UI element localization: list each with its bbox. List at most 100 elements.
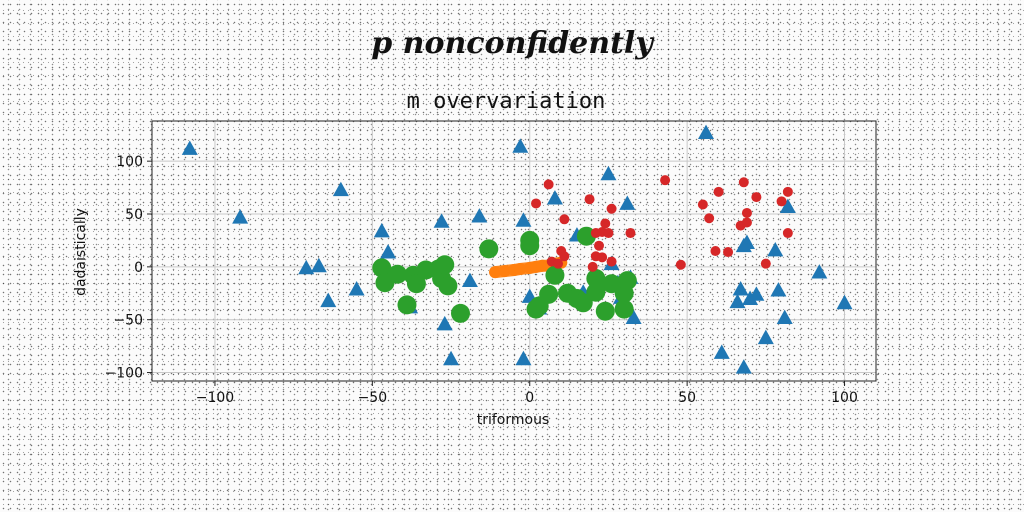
data-point bbox=[811, 264, 828, 279]
data-point bbox=[514, 262, 527, 275]
data-point bbox=[710, 246, 721, 256]
data-point bbox=[625, 228, 636, 239]
data-point bbox=[531, 198, 542, 209]
y-tick-label: 100 bbox=[116, 154, 143, 170]
data-point bbox=[489, 266, 502, 279]
data-point bbox=[181, 140, 198, 155]
data-point bbox=[559, 214, 570, 225]
x-tick-label: 0 bbox=[525, 390, 534, 406]
data-point bbox=[232, 209, 249, 224]
data-point bbox=[584, 194, 595, 205]
data-point bbox=[732, 281, 749, 296]
data-point bbox=[573, 293, 593, 313]
data-point bbox=[332, 181, 349, 197]
data-point bbox=[760, 258, 771, 269]
data-point bbox=[586, 268, 606, 288]
data-point bbox=[614, 299, 634, 319]
x-tick-label: −100 bbox=[196, 390, 234, 406]
x-tick-label: −50 bbox=[358, 390, 388, 406]
data-point bbox=[625, 309, 642, 324]
data-point bbox=[738, 177, 749, 188]
data-point bbox=[606, 256, 617, 267]
x-tick-label: 100 bbox=[831, 390, 858, 406]
data-point bbox=[450, 303, 470, 323]
data-point bbox=[713, 344, 730, 359]
data-point bbox=[606, 203, 617, 214]
data-point bbox=[433, 213, 450, 228]
data-point bbox=[738, 234, 755, 249]
data-point bbox=[479, 239, 499, 259]
data-point bbox=[520, 236, 540, 256]
x-tick-label: 50 bbox=[678, 390, 696, 406]
series-0 bbox=[181, 124, 853, 374]
chart-title: m overvariation bbox=[407, 89, 606, 114]
data-point bbox=[546, 190, 563, 205]
data-point bbox=[757, 329, 774, 345]
figure-suptitle: p nonconfidently bbox=[371, 26, 653, 61]
data-point bbox=[767, 241, 784, 257]
data-point bbox=[515, 212, 532, 227]
data-point bbox=[373, 222, 390, 238]
data-point bbox=[543, 179, 554, 190]
y-tick-label: 0 bbox=[134, 260, 143, 276]
data-point bbox=[372, 258, 392, 278]
data-point bbox=[545, 265, 565, 285]
data-point bbox=[776, 309, 793, 324]
data-point bbox=[723, 247, 734, 258]
y-tick-label: −50 bbox=[113, 313, 143, 329]
data-point bbox=[438, 276, 458, 296]
data-point bbox=[310, 257, 327, 273]
data-point bbox=[713, 186, 724, 197]
data-point bbox=[515, 350, 532, 366]
y-axis-label: dadaistically bbox=[73, 208, 89, 296]
plot-frame bbox=[151, 120, 877, 382]
data-point bbox=[697, 199, 708, 210]
data-point bbox=[559, 251, 570, 262]
axis-ticks: −100 −50 0 50 100 −100 −50 0 50 100 bbox=[105, 154, 858, 406]
data-point bbox=[388, 264, 408, 284]
data-point bbox=[471, 208, 488, 223]
data-point bbox=[698, 124, 715, 140]
data-point bbox=[748, 286, 765, 301]
data-point bbox=[617, 271, 637, 291]
data-point bbox=[593, 240, 604, 251]
data-point bbox=[704, 213, 715, 224]
x-axis-label: triformous bbox=[477, 412, 550, 428]
data-point bbox=[498, 265, 511, 278]
data-points bbox=[181, 124, 853, 374]
data-point bbox=[782, 228, 793, 239]
data-point bbox=[779, 198, 796, 214]
data-point bbox=[435, 255, 455, 275]
data-point bbox=[553, 258, 564, 269]
data-point bbox=[348, 281, 365, 296]
data-point bbox=[735, 359, 752, 374]
data-point bbox=[512, 138, 529, 153]
data-point bbox=[660, 175, 671, 186]
data-point bbox=[603, 228, 614, 239]
data-point bbox=[600, 218, 611, 229]
data-point bbox=[619, 195, 636, 210]
series-3 bbox=[531, 175, 793, 272]
data-point bbox=[729, 293, 746, 309]
data-point bbox=[675, 259, 686, 270]
data-point bbox=[380, 244, 397, 259]
y-tick-label: −100 bbox=[105, 366, 143, 382]
data-point bbox=[770, 282, 787, 297]
data-point bbox=[836, 294, 853, 310]
data-point bbox=[751, 192, 762, 203]
data-point bbox=[776, 196, 787, 207]
data-point bbox=[597, 252, 608, 263]
data-point bbox=[320, 292, 337, 308]
data-point bbox=[741, 207, 752, 218]
y-tick-label: 50 bbox=[125, 207, 143, 223]
data-point bbox=[298, 259, 315, 275]
data-point bbox=[461, 272, 478, 287]
data-point bbox=[600, 165, 617, 181]
data-point bbox=[397, 295, 417, 315]
data-point bbox=[587, 261, 598, 272]
data-point bbox=[595, 301, 615, 321]
data-point bbox=[436, 315, 453, 331]
data-point bbox=[586, 282, 606, 302]
data-point bbox=[741, 217, 752, 228]
